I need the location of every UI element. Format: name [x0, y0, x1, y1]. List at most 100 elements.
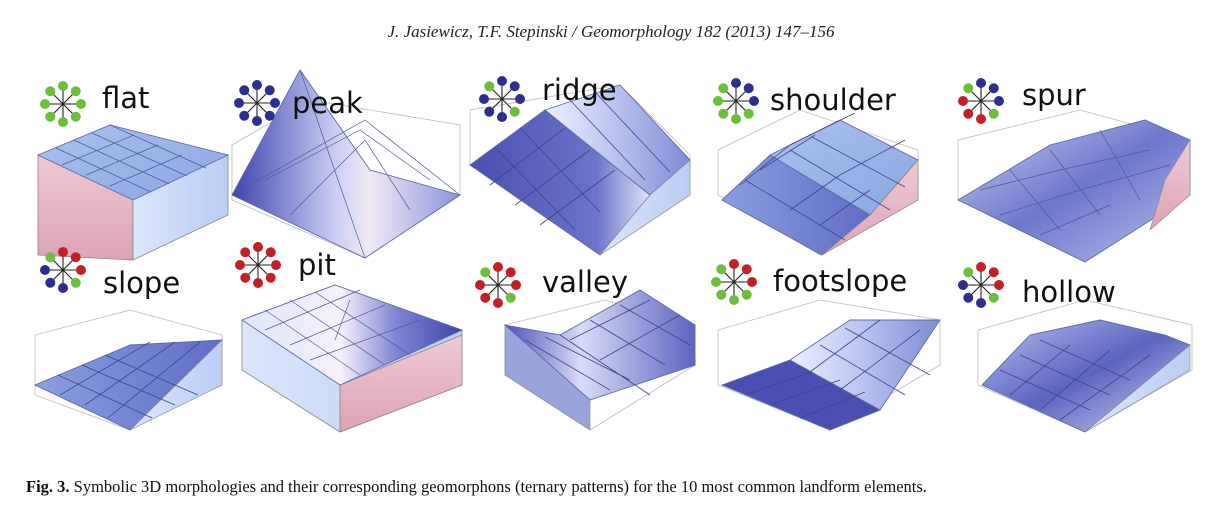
panel-label-valley: valley [542, 265, 628, 299]
geomorphon-node-plus [45, 86, 56, 97]
panel-label-spur: spur [1022, 78, 1086, 112]
geomorphon-shoulder [713, 78, 759, 124]
geomorphon-node-zero [264, 110, 275, 121]
geomorphon-node-minus [240, 247, 251, 258]
block-slope [33, 309, 224, 431]
geomorphon-node-plus [741, 289, 752, 300]
block-valley [503, 289, 696, 431]
geomorphon-node-minus [253, 242, 263, 252]
geomorphon-node-minus [505, 267, 516, 278]
geomorphon-node-minus [747, 277, 757, 287]
geomorphon-node-plus [731, 114, 741, 124]
figure-caption: Fig. 3. Symbolic 3D morphologies and the… [26, 477, 1206, 497]
geomorphon-node-zero [45, 277, 56, 288]
geomorphon-node-zero [976, 78, 986, 88]
geomorphon-node-plus [988, 108, 999, 119]
geomorphon-node-minus [58, 247, 68, 257]
geomorphon-node-minus [240, 272, 251, 283]
panel-label-shoulder: shoulder [770, 83, 896, 117]
geomorphon-slope [40, 247, 86, 293]
geomorphon-node-plus [713, 96, 723, 106]
geomorphon-node-minus [988, 267, 999, 278]
geomorphon-node-minus [976, 262, 986, 272]
geomorphon-node-zero [497, 76, 507, 86]
geomorphon-node-zero [40, 265, 50, 275]
geomorphon-node-plus [711, 277, 721, 287]
geomorphon-node-minus [729, 259, 739, 269]
block-flat [36, 124, 230, 261]
block-footslope [717, 299, 941, 431]
geomorphon-node-zero [976, 298, 986, 308]
geomorphon-node-minus [976, 114, 986, 124]
geomorphon-node-plus [716, 289, 727, 300]
geomorphon-node-plus [58, 117, 68, 127]
geomorphon-footslope [711, 259, 757, 305]
geomorphon-node-plus [743, 108, 754, 119]
geomorphon-node-plus [729, 295, 739, 305]
geomorphon-node-zero [515, 94, 525, 104]
block-spur [957, 109, 1191, 263]
geomorphon-spur [958, 78, 1004, 124]
geomorphon-node-minus [265, 272, 276, 283]
geomorphon-node-plus [963, 83, 974, 94]
geomorphon-node-minus [475, 280, 485, 290]
geomorphon-node-zero [743, 83, 754, 94]
figure-caption-text: Symbolic 3D morphologies and their corre… [69, 477, 927, 496]
geomorphon-node-zero [509, 81, 520, 92]
geomorphon-node-minus [271, 260, 281, 270]
geomorphon-node-zero [479, 94, 489, 104]
geomorphon-node-plus [45, 252, 56, 263]
geomorphon-node-zero [484, 106, 495, 117]
landform-figure: flat peak ridge shoulder spur slope pit valley f… [33, 69, 1193, 433]
geomorphon-node-zero [239, 85, 250, 96]
geomorphon-node-zero [731, 78, 741, 88]
geomorphon-node-minus [493, 262, 503, 272]
geomorphon-node-minus [480, 292, 491, 303]
geomorphon-hollow [958, 262, 1004, 308]
block-peak [231, 69, 462, 259]
panel-label-flat: flat [102, 81, 149, 115]
panel-label-peak: peak [292, 86, 363, 120]
geomorphon-ridge [479, 76, 525, 122]
geomorphon-icons: flat peak ridge shoulder spur slope pit valley f… [40, 73, 1116, 309]
geomorphon-node-plus [70, 111, 81, 122]
panel-label-pit: pit [298, 248, 336, 282]
geomorphon-node-plus [70, 86, 81, 97]
geomorphon-node-plus [718, 108, 729, 119]
geomorphon-node-plus [718, 83, 729, 94]
geomorphon-node-minus [994, 280, 1004, 290]
geomorphon-node-zero [963, 292, 974, 303]
geomorphon-node-minus [253, 278, 263, 288]
geomorphon-node-plus [58, 81, 68, 91]
geomorphon-node-minus [235, 260, 245, 270]
geomorphon-node-zero [58, 283, 68, 293]
geomorphon-node-zero [988, 83, 999, 94]
geomorphon-valley [475, 262, 521, 308]
geomorphon-node-zero [749, 96, 759, 106]
geomorphon-node-plus [509, 106, 520, 117]
geomorphon-node-plus [76, 99, 86, 109]
geomorphon-node-plus [505, 292, 516, 303]
geomorphon-node-minus [70, 252, 81, 263]
geomorphon-flat [40, 81, 86, 127]
geomorphon-node-plus [480, 267, 491, 278]
geomorphon-node-plus [484, 81, 495, 92]
geomorphon-node-plus [988, 292, 999, 303]
geomorphon-node-minus [958, 96, 968, 106]
geomorphon-node-zero [252, 80, 262, 90]
panel-label-ridge: ridge [542, 73, 617, 107]
geomorphon-node-zero [994, 96, 1004, 106]
block-hollow [977, 299, 1193, 433]
panel-label-slope: slope [103, 266, 180, 300]
geomorphon-node-plus [963, 267, 974, 278]
block-pit [241, 284, 464, 433]
geomorphon-node-minus [741, 264, 752, 275]
block-shoulder [717, 109, 919, 256]
geomorphon-peak [234, 80, 280, 126]
geomorphon-node-zero [252, 116, 262, 126]
geomorphon-node-plus [45, 111, 56, 122]
geomorphon-node-zero [234, 98, 244, 108]
geomorphon-node-plus [40, 99, 50, 109]
figure-label: Fig. 3. [26, 477, 70, 496]
geomorphon-node-zero [264, 85, 275, 96]
